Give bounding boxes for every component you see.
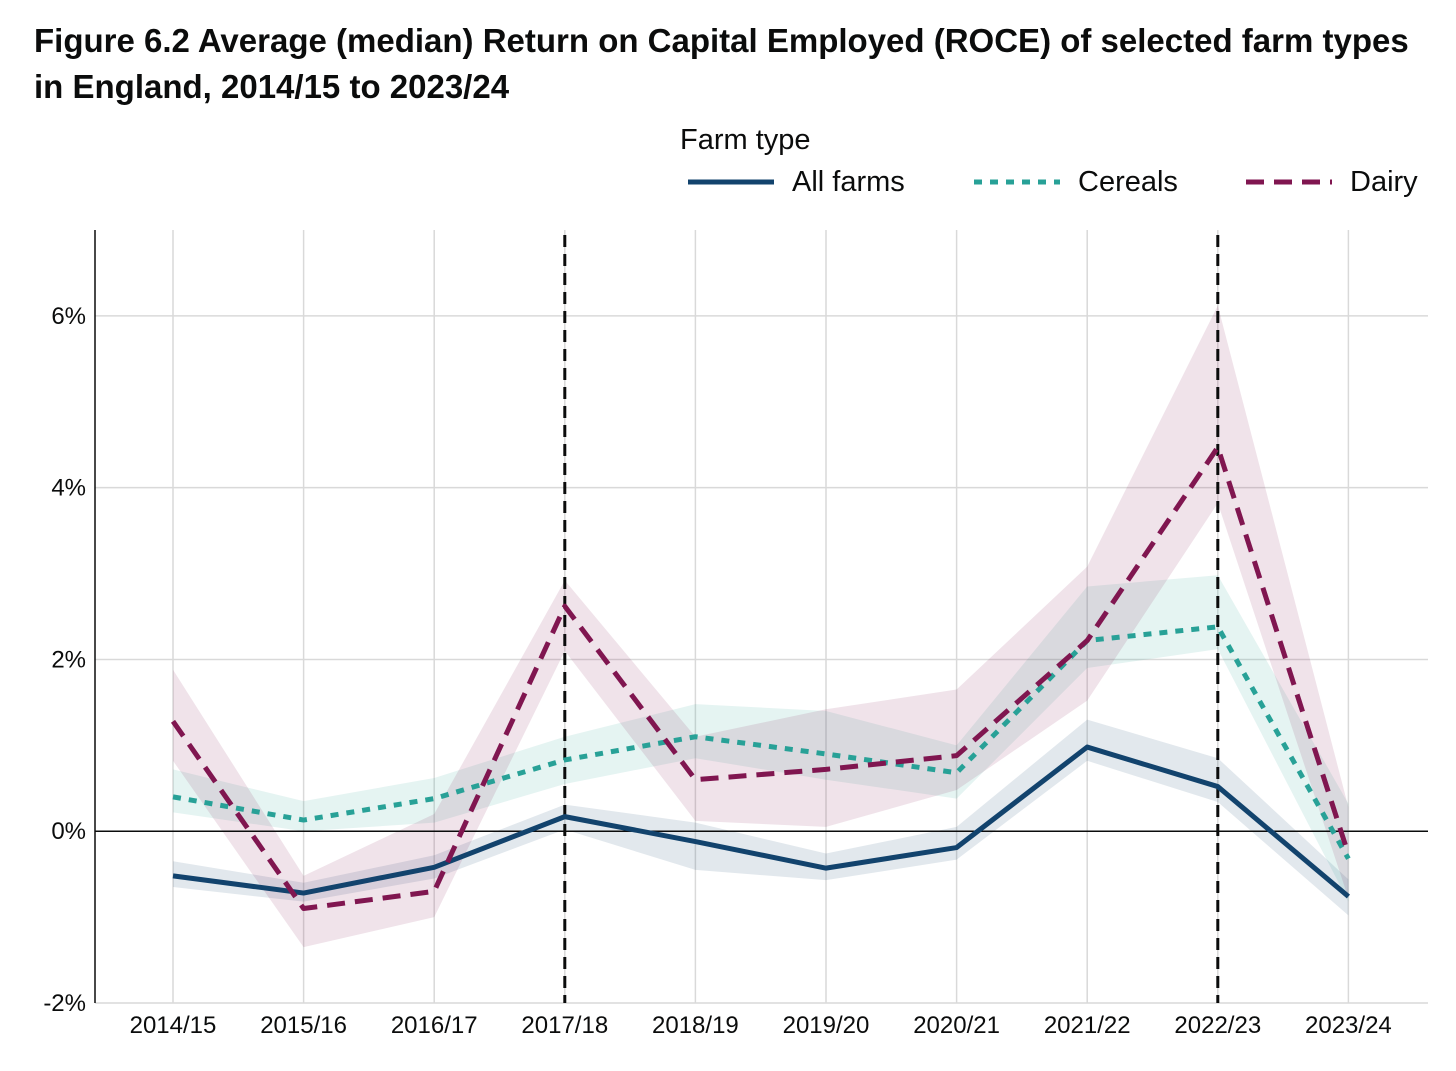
series-line-all-farms [172, 744, 1351, 899]
legend-label-dairy: Dairy [1350, 165, 1418, 198]
y-tick-label: 0% [51, 818, 86, 845]
x-tick-label: 2014/15 [130, 1012, 217, 1039]
legend-item-dairy: Dairy [1246, 160, 1418, 204]
legend-title: Farm type [680, 124, 811, 156]
legend: All farms Cereals Dairy [0, 160, 1456, 204]
chart-title: Figure 6.2 Average (median) Return on Ca… [34, 22, 1409, 105]
x-tick-label: 2015/16 [260, 1012, 347, 1039]
legend-label-all-farms: All farms [792, 165, 905, 198]
legend-item-cereals: Cereals [974, 160, 1178, 204]
x-tick-label: 2019/20 [783, 1012, 870, 1039]
y-tick-label: 2% [51, 646, 86, 673]
legend-swatch-all-farms [688, 179, 774, 185]
x-tick-label: 2018/19 [652, 1012, 739, 1039]
x-tick-label: 2021/22 [1044, 1012, 1131, 1039]
legend-swatch-cereals [974, 179, 1060, 185]
legend-swatch-dairy [1246, 179, 1332, 185]
x-tick-label: 2022/23 [1174, 1012, 1261, 1039]
confidence-band-cereals [173, 575, 1349, 902]
x-tick-label: 2023/24 [1305, 1012, 1392, 1039]
legend-label-cereals: Cereals [1078, 165, 1178, 198]
x-tick-label: 2016/17 [391, 1012, 478, 1039]
y-tick-label: 4% [51, 475, 86, 502]
series-line-dairy [170, 444, 1351, 912]
x-tick-label: 2017/18 [521, 1012, 608, 1039]
y-tick-label: 6% [51, 303, 86, 330]
y-tick-label: -2% [43, 990, 86, 1017]
legend-item-all-farms: All farms [688, 160, 905, 204]
x-tick-label: 2020/21 [913, 1012, 1000, 1039]
series-line-cereals [172, 624, 1351, 860]
confidence-band-dairy [173, 305, 1349, 948]
confidence-band-all-farms [173, 719, 1349, 916]
